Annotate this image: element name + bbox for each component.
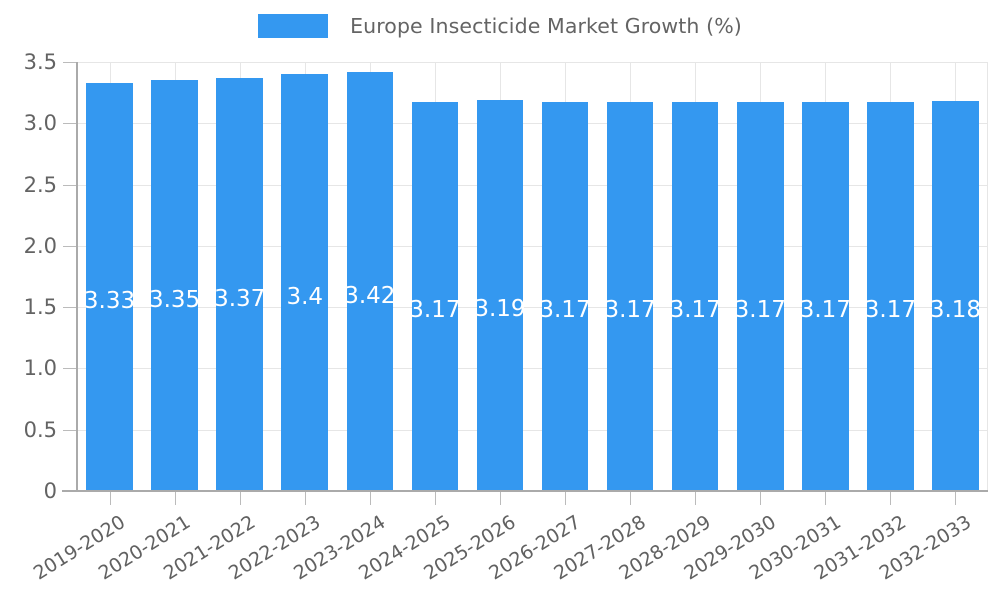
y-tick-label-wrap: 3.5 — [0, 50, 57, 74]
bar[interactable] — [281, 74, 328, 491]
legend-label: Europe Insecticide Market Growth (%) — [350, 14, 742, 38]
gridline-horizontal — [77, 62, 988, 63]
bar[interactable] — [671, 102, 719, 491]
y-tick-label-wrap: 2.0 — [0, 234, 57, 258]
x-tick-mark — [825, 492, 827, 505]
x-tick-mark — [304, 492, 306, 505]
x-tick-mark — [369, 492, 371, 505]
bar[interactable] — [736, 102, 784, 491]
y-tick-label: 2.0 — [23, 233, 57, 258]
x-tick-mark — [760, 492, 762, 505]
y-tick-label: 1.5 — [23, 295, 57, 320]
bar[interactable] — [346, 71, 394, 491]
x-tick-mark — [695, 492, 697, 505]
bar[interactable] — [216, 77, 263, 491]
y-tick-label-wrap: 1.0 — [0, 356, 57, 380]
y-tick-label: 3.0 — [23, 111, 57, 136]
y-tick-mark — [63, 245, 76, 247]
gridline-horizontal — [77, 307, 988, 309]
x-tick-mark — [890, 492, 892, 505]
x-tick-mark — [499, 492, 501, 505]
y-tick-label: 0.5 — [23, 417, 57, 442]
bar[interactable] — [867, 102, 914, 491]
bar[interactable] — [541, 102, 589, 491]
y-tick-label-wrap: 0 — [0, 479, 57, 503]
gridline-horizontal — [77, 123, 988, 125]
y-tick-label: 0 — [43, 479, 57, 503]
x-axis-spine — [62, 490, 988, 492]
x-tick-mark — [174, 492, 176, 505]
y-tick-label-wrap: 1.5 — [0, 295, 57, 319]
y-tick-label: 1.0 — [23, 356, 57, 381]
gridline-horizontal — [77, 429, 988, 431]
bar[interactable] — [151, 80, 198, 491]
gridline-horizontal — [77, 245, 988, 247]
gridline-horizontal — [77, 184, 988, 186]
bar[interactable] — [606, 102, 654, 491]
y-tick-mark — [63, 368, 76, 370]
bar[interactable] — [932, 101, 979, 491]
y-tick-label: 3.5 — [23, 50, 57, 74]
y-tick-mark — [63, 62, 76, 63]
y-tick-label: 2.5 — [23, 172, 57, 197]
y-tick-label-wrap: 0.5 — [0, 418, 57, 442]
x-tick-mark — [565, 492, 567, 505]
x-tick-mark — [955, 492, 957, 505]
x-tick-mark — [434, 492, 436, 505]
y-tick-mark — [63, 429, 76, 431]
y-tick-label-wrap: 3.0 — [0, 111, 57, 135]
x-tick-mark — [109, 492, 111, 505]
y-tick-mark — [63, 184, 76, 186]
bar[interactable] — [802, 102, 849, 491]
gridline-horizontal — [77, 368, 988, 370]
bar[interactable] — [476, 100, 524, 491]
x-tick-mark — [630, 492, 632, 505]
bar[interactable] — [411, 102, 459, 491]
bar[interactable] — [86, 82, 133, 491]
x-tick-mark — [239, 492, 241, 505]
plot-area: 3.33 3.35 3.37 3.4 3.42 3.17 3.19 3.17 3.17 3.17 3… — [77, 62, 988, 491]
y-axis-spine — [76, 62, 78, 492]
y-tick-label-wrap: 2.5 — [0, 173, 57, 197]
y-tick-mark — [63, 123, 76, 125]
y-tick-mark — [63, 307, 76, 309]
legend-color-swatch — [258, 14, 329, 38]
chart-legend: Europe Insecticide Market Growth (%) — [0, 14, 1000, 38]
plot-right-border — [987, 62, 988, 491]
